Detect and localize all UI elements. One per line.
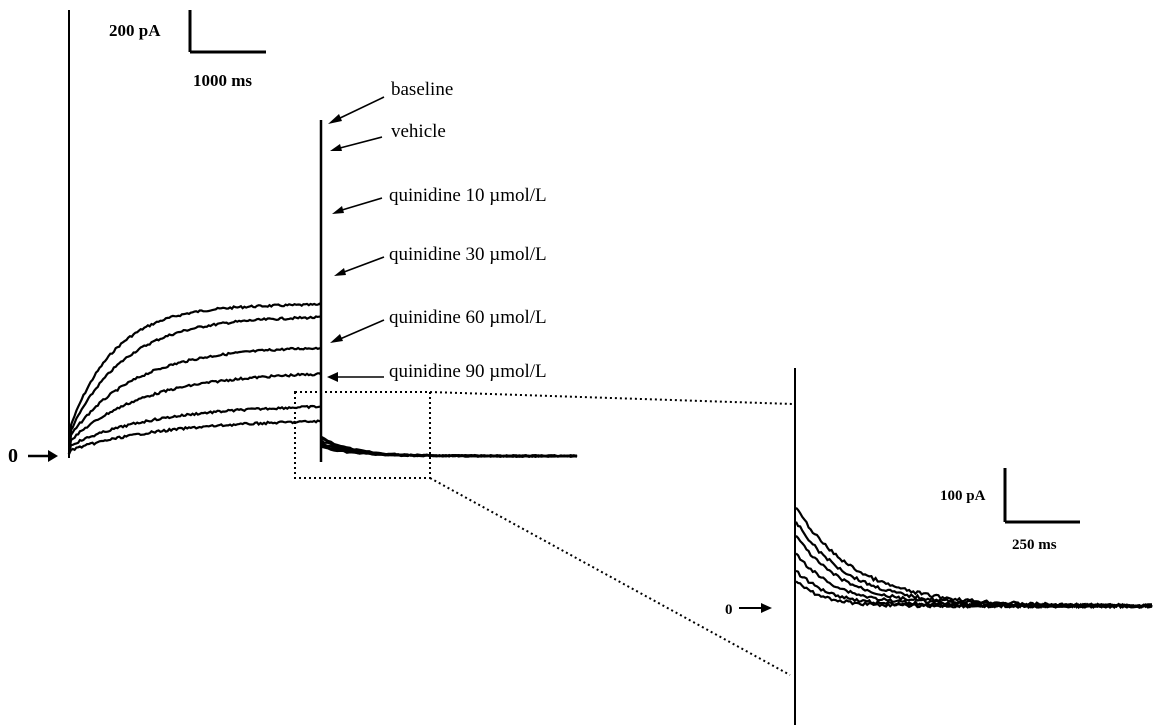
series-label-quinidine-10: quinidine 10 µmol/L (389, 185, 547, 206)
main-zero-arrow-head (48, 450, 58, 462)
arrow-quinidine-10 (341, 197, 383, 211)
inset-tail-trace (795, 535, 1153, 610)
trace-quinidine-30 (67, 372, 578, 458)
trace-quinidine-60 (67, 404, 578, 458)
main-zero-label: 0 (8, 445, 18, 467)
main-scale-x-label: 1000 ms (193, 71, 252, 90)
arrow-quinidine-60 (339, 319, 385, 340)
inset-scale-x-label: 250 ms (1012, 537, 1057, 553)
arrowhead-baseline (328, 114, 342, 124)
main-traces (67, 302, 578, 458)
arrowhead-quinidine-30 (334, 268, 346, 276)
zoom-connector-bottom (429, 477, 791, 676)
arrow-baseline (337, 96, 385, 120)
inset-traces (795, 506, 1153, 610)
inset-zero-label: 0 (725, 602, 733, 618)
arrowhead-quinidine-90 (327, 372, 338, 382)
series-label-arrows (327, 96, 385, 382)
inset-tail-trace (795, 580, 1153, 610)
series-label-quinidine-30: quinidine 30 µmol/L (389, 244, 547, 265)
inset-scale-y-label: 100 pA (940, 488, 986, 504)
zoom-connector-top (429, 391, 794, 405)
main-scale-y-label: 200 pA (109, 21, 161, 40)
arrowhead-quinidine-60 (330, 334, 343, 343)
trace-vehicle (67, 315, 578, 458)
zoom-region-box (294, 391, 431, 479)
main-panel: 200 pA 1000 ms 0 baseline vehicle quinid… (8, 10, 578, 479)
series-label-quinidine-90: quinidine 90 µmol/L (389, 361, 547, 382)
inset-zero-arrow-head (761, 603, 772, 613)
inset-panel: 100 pA 250 ms 0 (725, 368, 1153, 725)
arrowhead-vehicle (330, 144, 342, 151)
arrow-quinidine-30 (343, 256, 385, 273)
arrow-vehicle (339, 136, 383, 149)
series-label-vehicle: vehicle (391, 121, 446, 142)
series-label-quinidine-60: quinidine 60 µmol/L (389, 307, 547, 328)
series-label-baseline: baseline (391, 79, 453, 100)
trace-quinidine-90 (68, 419, 578, 458)
arrowhead-quinidine-10 (332, 206, 344, 214)
